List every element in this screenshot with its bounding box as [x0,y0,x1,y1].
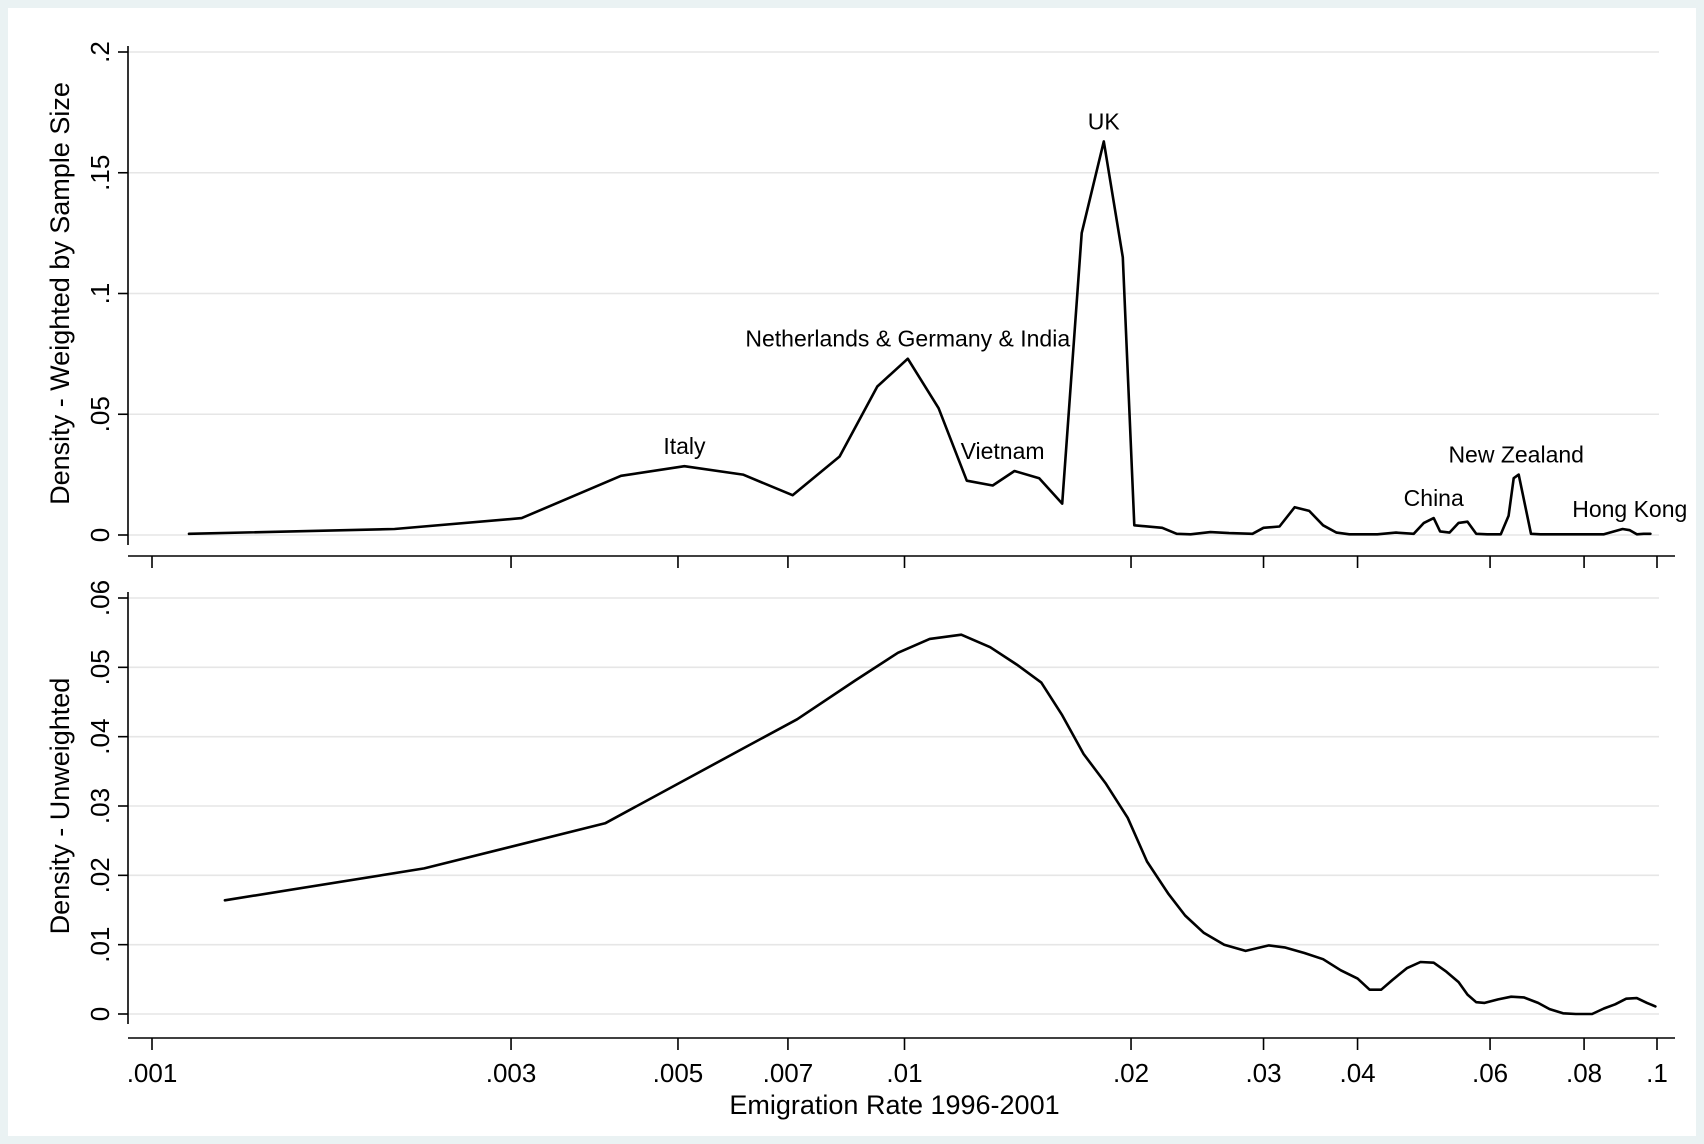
density-chart: 0 .05 .1 .15 .2 Density - Weighted by Sample … [45,41,1687,1120]
y-axis-label: Density - Weighted by Sample Size [45,82,75,505]
x-tick-label: .01 [886,1058,922,1088]
x-tick-label: .001 [127,1058,178,1088]
y-tick-label: 0 [85,528,115,542]
y-axis-label: Density - Unweighted [45,678,75,935]
x-axis-label: Emigration Rate 1996-2001 [729,1090,1059,1120]
figure: 0 .05 .1 .15 .2 Density - Weighted by Sample … [8,8,1696,1136]
annotation-label: Netherlands & Germany & India [745,326,1070,352]
unweighted-density-line [223,633,1657,1016]
y-tick-label: 0 [85,1007,115,1021]
annotation-label: Hong Kong [1572,496,1687,522]
annotation-label: China [1404,485,1464,511]
x-tick-label: .005 [653,1058,704,1088]
y-tick-label: .05 [85,396,115,432]
annotation-label: New Zealand [1448,442,1584,468]
panel-weighted: 0 .05 .1 .15 .2 Density - Weighted by Sample … [45,41,1687,568]
panel-unweighted: 0 .01 .02 .03 .04 .05 .06 Density - Unweighted.… [45,580,1675,1120]
x-tick-label: .06 [1472,1058,1508,1088]
x-tick-label: .003 [486,1058,537,1088]
y-tick-label: .05 [85,649,115,685]
x-tick-label: .04 [1339,1058,1375,1088]
annotation-label: Vietnam [961,438,1045,464]
x-tick-label: .1 [1646,1058,1668,1088]
y-tick-label: .04 [85,719,115,755]
x-tick-label: .08 [1566,1058,1602,1088]
y-tick-label: .2 [85,41,115,63]
annotation-label: Italy [663,433,706,459]
y-tick-label: .03 [85,788,115,824]
y-tick-label: .06 [85,580,115,616]
y-tick-label: .02 [85,857,115,893]
y-tick-label: .15 [85,155,115,191]
annotation-label: UK [1088,108,1121,134]
x-tick-label: .007 [763,1058,814,1088]
weighted-density-line [187,140,1652,536]
y-tick-label: .01 [85,927,115,963]
x-tick-label: .03 [1245,1058,1281,1088]
y-tick-label: .1 [85,283,115,305]
x-tick-label: .02 [1113,1058,1149,1088]
